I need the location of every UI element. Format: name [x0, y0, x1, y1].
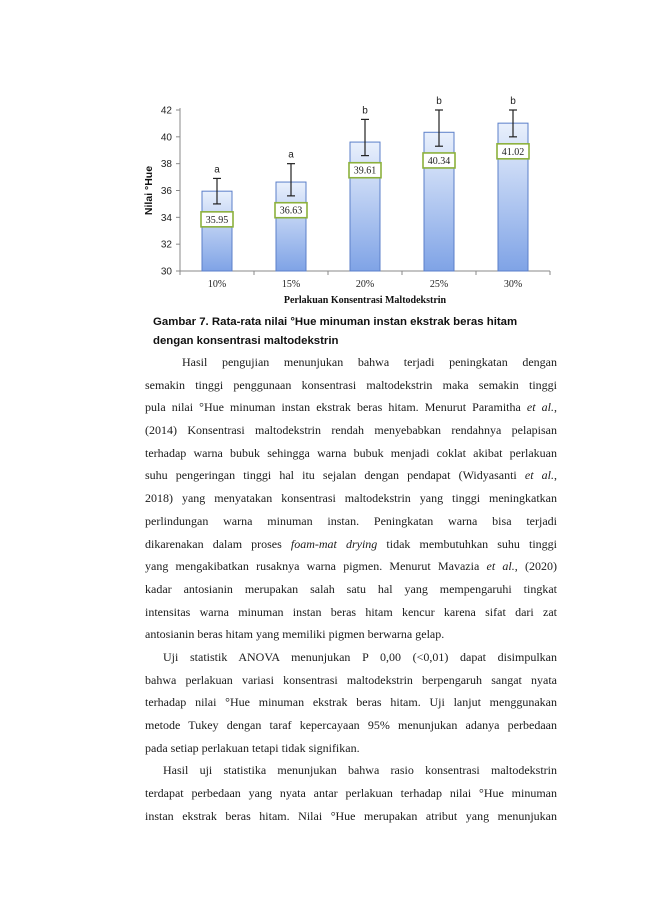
paragraph-line: terdapat perbedaan yang nyata antar perl…: [145, 786, 557, 801]
x-tick-label: 15%: [282, 279, 300, 290]
paragraph-line: terhadap warna bubuk sehingga warna bubu…: [145, 445, 557, 460]
data-label-box: [422, 152, 456, 169]
paragraph-line: semakin tinggi penggunaan konsentrasi ma…: [145, 377, 557, 392]
paragraph-line: bahwa perlakuan variasi konsentrasi malt…: [145, 672, 557, 687]
paragraph-line: intensitas warna minuman instan beras hi…: [145, 604, 557, 619]
data-label-box: [496, 143, 530, 160]
body-text: Hasil pengujian menunjukan bahwa terjadi…: [145, 351, 557, 827]
paragraph-line: metode Tukey dengan taraf kepercayaan 95…: [145, 718, 557, 732]
data-label-box: [274, 201, 308, 219]
paragraph-1: Hasil pengujian menunjukan bahwa terjadi…: [145, 351, 557, 646]
paragraph-line: instan ekstrak beras hitam. Nilai °Hue m…: [145, 808, 557, 823]
bar-chart-svg: 30 32 34 36 38 40 42 a 35.95 10% a 36.63 15% b 39.61 20…: [143, 96, 551, 306]
y-tick-label: 30: [161, 267, 173, 278]
y-tick-label: 40: [161, 132, 173, 143]
paragraph-line: kadar antosianin merupakan salah satu ha…: [145, 581, 557, 596]
paragraph-line: antosianin beras hitam yang memiliki pig…: [145, 627, 445, 642]
significance-label: b: [510, 96, 516, 107]
significance-label: b: [436, 96, 442, 107]
paragraph-line: dikarenakan dalam proses foam-mat drying…: [145, 536, 557, 551]
paragraph-3: Hasil uji statistika menunjukan bahwa ra…: [145, 759, 557, 827]
significance-label: a: [288, 150, 294, 161]
paragraph-line: suhu pengeringan tinggi hal itu sejalan …: [145, 468, 557, 483]
paragraph-line: Uji statistik ANOVA menunjukan P 0,00 (<…: [163, 649, 557, 664]
x-axis-title: Perlakuan Konsentrasi Maltodekstrin: [284, 295, 447, 306]
paragraph-line: Hasil pengujian menunjukan bahwa terjadi…: [182, 355, 557, 369]
data-label: 39.61: [354, 166, 377, 177]
paragraph-line: (2014) Konsentrasi maltodekstrin rendah …: [145, 423, 557, 438]
x-tick-label: 30%: [504, 279, 522, 290]
y-tick-label: 34: [161, 213, 173, 224]
x-tick-label: 10%: [208, 279, 226, 290]
x-tick-label: 25%: [430, 279, 448, 290]
bar: [275, 181, 307, 272]
bar: [349, 141, 381, 272]
figure-7-chart: 30 32 34 36 38 40 42 a 35.95 10% a 36.63 15% b 39.61 20…: [130, 90, 570, 310]
data-label-box: [348, 161, 382, 179]
x-tick-label: 20%: [356, 279, 374, 290]
y-tick-label: 36: [161, 186, 173, 197]
caption-line-2: dengan konsentrasi maltodekstrin: [153, 335, 339, 347]
data-label: 36.63: [280, 206, 303, 217]
y-axis-title: Nilai °Hue: [143, 166, 155, 215]
figure-caption: Gambar 7. Rata-rata nilai °Hue minuman i…: [153, 313, 573, 351]
significance-label: b: [362, 105, 368, 116]
data-label: 41.02: [502, 147, 525, 158]
y-tick-label: 32: [161, 240, 173, 251]
paragraph-line: perlindungan warna minuman instan. Penin…: [145, 513, 557, 528]
paragraph-line: pada setiap perlakuan tetapi tidak signi…: [145, 740, 360, 755]
paragraph-line: terhadap nilai °Hue minuman ekstrak bera…: [145, 695, 557, 710]
paragraph-line: pula nilai °Hue minuman instan ekstrak b…: [145, 400, 558, 415]
paragraph-2: Uji statistik ANOVA menunjukan P 0,00 (<…: [145, 646, 557, 759]
paragraph-line: Hasil uji statistika menunjukan bahwa ra…: [163, 763, 557, 778]
y-tick-label: 38: [161, 159, 173, 170]
data-label-box: [200, 211, 234, 228]
caption-line-1: Gambar 7. Rata-rata nilai °Hue minuman i…: [153, 316, 518, 328]
data-label: 40.34: [428, 156, 451, 167]
paragraph-line: 2018) yang menyatakan konsentrasi maltod…: [145, 491, 557, 506]
paragraph-line: yang mengakibatkan rusaknya warna pigmen…: [145, 559, 557, 574]
significance-label: a: [214, 164, 220, 175]
data-label: 35.95: [206, 215, 229, 226]
y-tick-label: 42: [161, 106, 173, 117]
